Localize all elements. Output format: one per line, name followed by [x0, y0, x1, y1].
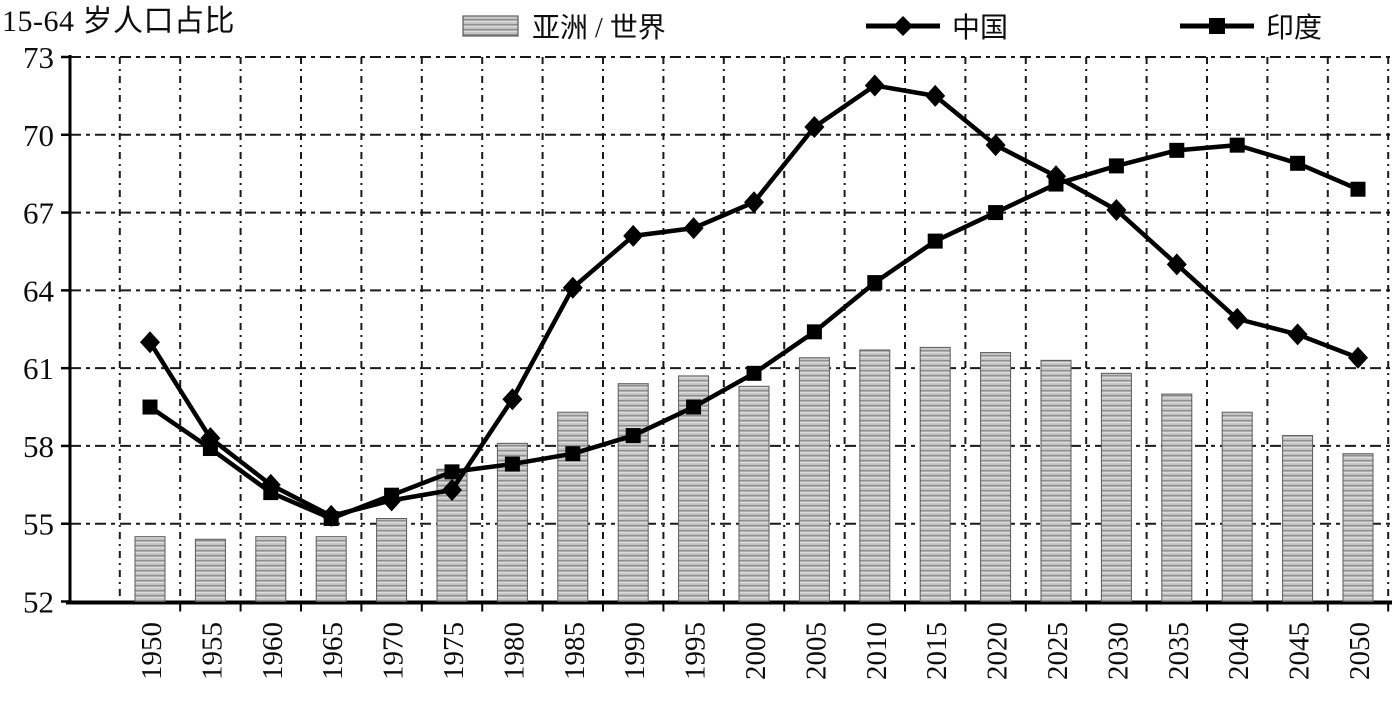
- x-tick-label: 2000: [740, 622, 772, 680]
- india-marker-2050: [1350, 181, 1366, 197]
- x-tick-label: 2035: [1163, 622, 1195, 680]
- x-tick-label: 2030: [1102, 622, 1134, 680]
- india-marker-1980: [504, 456, 520, 472]
- india-marker-1975: [444, 464, 460, 480]
- china-marker-2005: [804, 116, 825, 139]
- x-tick-label: 2005: [800, 622, 832, 680]
- india-marker-1990: [625, 428, 641, 444]
- china-marker-2015: [925, 84, 946, 107]
- china-marker-2030: [1106, 198, 1127, 221]
- x-tick-label: 2010: [861, 622, 893, 680]
- bar-2050: [1342, 453, 1374, 603]
- india-marker-2000: [746, 365, 762, 381]
- bar-2025: [1040, 359, 1072, 602]
- y-tick-label: 58: [23, 429, 54, 464]
- x-tick-label: 2025: [1042, 622, 1074, 680]
- x-tick-label: 1990: [619, 622, 651, 680]
- y-tick-label: 73: [23, 40, 54, 75]
- bar-2020: [980, 352, 1012, 603]
- y-tick-label: 64: [23, 273, 55, 308]
- line-square-swatch-icon: [1180, 14, 1254, 38]
- india-marker-1950: [142, 399, 158, 415]
- bar-1950: [134, 536, 166, 603]
- china-marker-2040: [1227, 307, 1248, 330]
- china-marker-2010: [864, 74, 885, 97]
- china-marker-1975: [442, 479, 462, 502]
- india-marker-2030: [1108, 158, 1124, 174]
- bar-2010: [859, 349, 891, 602]
- china-marker-1965: [321, 504, 342, 527]
- x-tick-label: 2045: [1284, 622, 1316, 680]
- x-tick-label: 2020: [982, 622, 1014, 680]
- china-marker-2045: [1287, 323, 1308, 346]
- x-tick-label: 1950: [136, 622, 168, 680]
- china-marker-1950: [140, 331, 160, 354]
- y-tick-label: 52: [23, 585, 54, 620]
- y-tick-label: 61: [23, 351, 54, 386]
- india-marker-2010: [867, 275, 883, 291]
- india-marker-2015: [927, 233, 943, 249]
- china-marker-2025: [1046, 165, 1066, 188]
- bar-1990: [617, 383, 649, 603]
- china-marker-1960: [260, 473, 281, 496]
- x-tick-label: 1980: [498, 622, 530, 680]
- bar-2015: [919, 346, 951, 602]
- x-tick-label: 1995: [680, 622, 712, 680]
- y-tick-label: 67: [23, 196, 54, 231]
- india-marker-2045: [1290, 155, 1306, 171]
- india-marker-2020: [988, 205, 1004, 221]
- legend-item-asia-world: 亚洲 / 世界: [462, 6, 666, 46]
- bar-1970: [376, 518, 408, 602]
- bar-2005: [798, 357, 830, 602]
- x-tick-label: 2050: [1344, 622, 1376, 680]
- x-tick-label: 1965: [317, 622, 349, 680]
- x-tick-label: 2015: [921, 622, 953, 680]
- china-marker-2035: [1166, 253, 1187, 276]
- legend-label-asia-world: 亚洲 / 世界: [532, 13, 666, 44]
- line-diamond-swatch-icon: [866, 14, 940, 38]
- bar-2000: [738, 385, 770, 602]
- legend-label-india: 印度: [1266, 13, 1323, 44]
- bar-2045: [1282, 435, 1314, 602]
- india-marker-1985: [565, 446, 581, 462]
- india-marker-1995: [686, 399, 702, 415]
- bar-2030: [1100, 372, 1132, 603]
- china-marker-1970: [381, 489, 402, 512]
- x-tick-label: 1975: [438, 622, 470, 680]
- y-tick-label: 70: [23, 118, 54, 153]
- x-tick-label: 2040: [1223, 622, 1255, 680]
- china-marker-2020: [985, 134, 1006, 157]
- x-tick-label: 1960: [257, 622, 289, 680]
- y-tick-label: 55: [23, 507, 54, 542]
- bar-2040: [1221, 411, 1253, 602]
- china-marker-2000: [744, 191, 764, 214]
- bar-1965: [315, 536, 347, 603]
- bar-swatch-icon: [462, 14, 520, 38]
- china-marker-2050: [1348, 346, 1368, 369]
- china-marker-1995: [683, 217, 704, 240]
- india-marker-2005: [806, 324, 822, 340]
- x-tick-label: 1970: [378, 622, 410, 680]
- bar-2035: [1161, 393, 1193, 603]
- china-marker-1955: [200, 427, 221, 450]
- chart-title: 15-64 岁人口占比: [2, 5, 235, 38]
- legend-item-china: 中国: [866, 6, 1008, 46]
- x-tick-label: 1985: [559, 622, 591, 680]
- india-marker-2035: [1169, 142, 1185, 158]
- china-marker-1990: [623, 224, 644, 247]
- china-marker-1980: [502, 388, 523, 411]
- legend-label-china: 中国: [952, 13, 1009, 44]
- bar-1955: [194, 538, 226, 602]
- bar-1960: [255, 536, 287, 603]
- bar-1985: [557, 411, 589, 602]
- legend-item-india: 印度: [1180, 6, 1322, 46]
- china-marker-1985: [562, 276, 583, 299]
- x-tick-label: 1955: [196, 622, 228, 680]
- india-marker-2040: [1229, 137, 1245, 153]
